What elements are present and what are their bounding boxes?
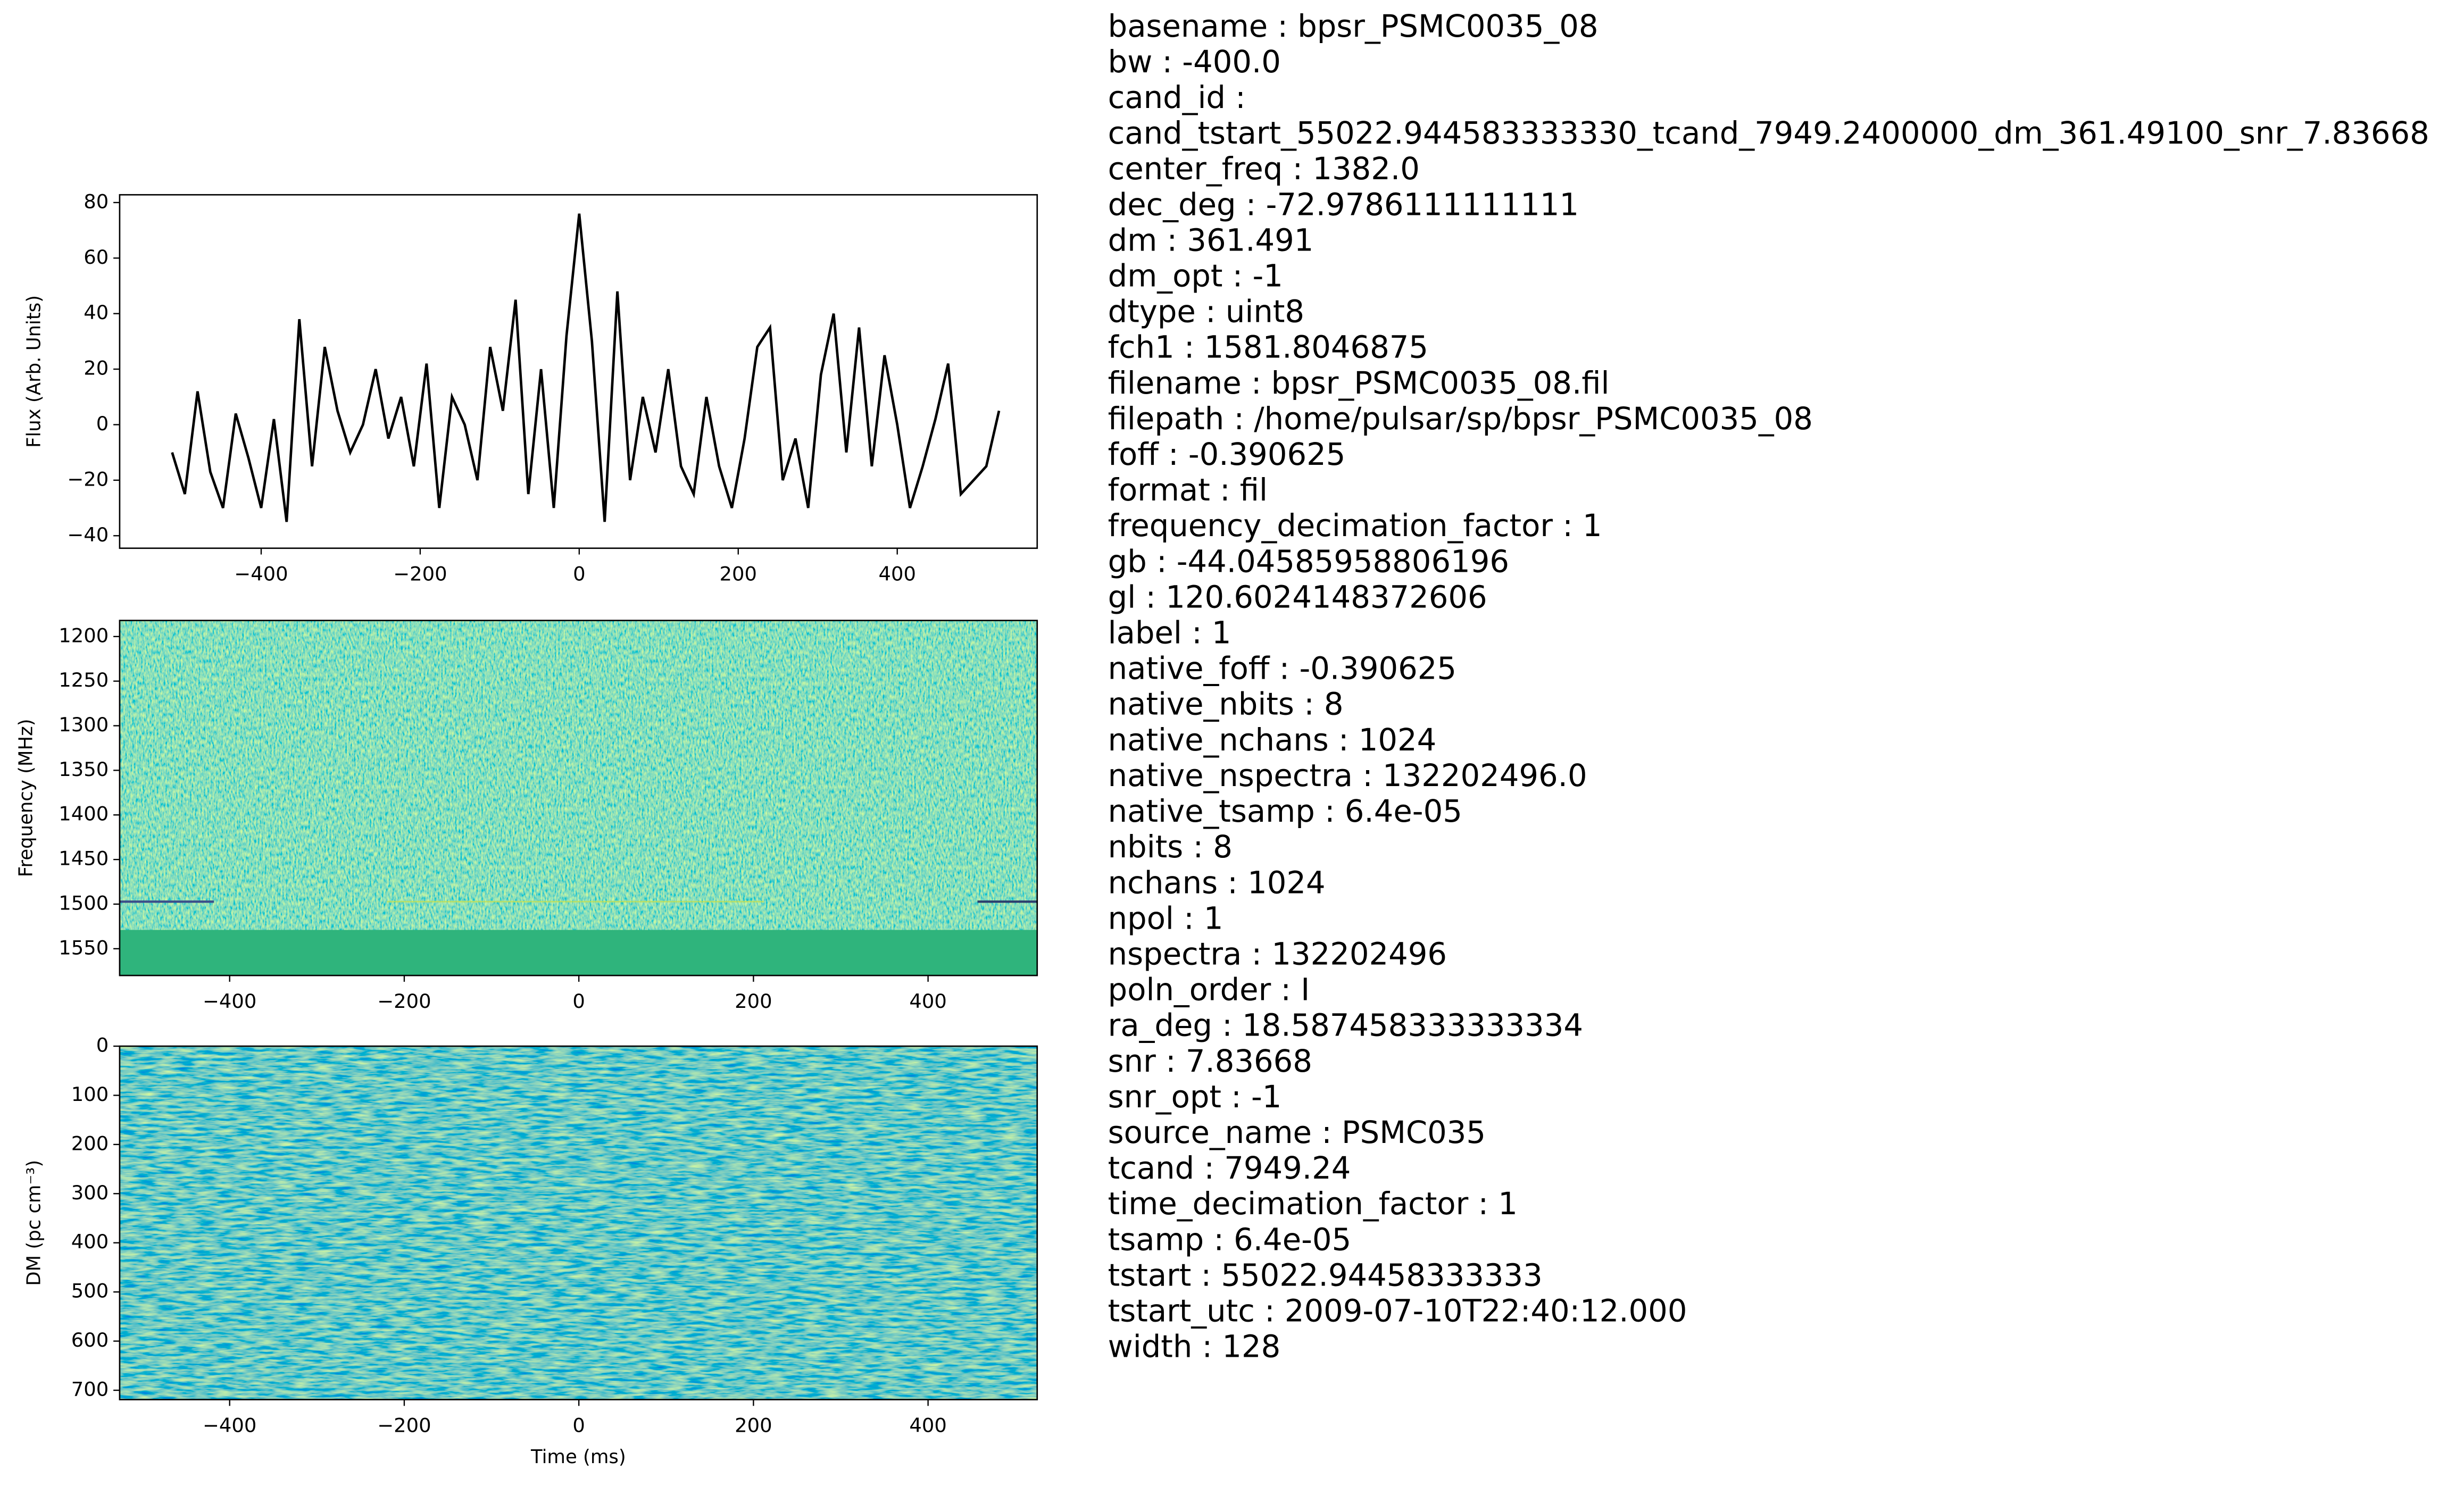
y-tick-label: 1250: [59, 669, 109, 691]
x-axis-label: Time (ms): [530, 1446, 626, 1468]
x-tick-label: 400: [909, 990, 946, 1013]
metadata-line: foff : -0.390625: [1108, 437, 1346, 472]
heatmap-image: [119, 1046, 1037, 1400]
y-tick-label: 40: [84, 301, 109, 324]
x-tick-label: 200: [735, 990, 772, 1013]
metadata-line: poln_order : I: [1108, 972, 1310, 1008]
metadata-line: tcand : 7949.24: [1108, 1150, 1351, 1186]
metadata-line: label : 1: [1108, 615, 1231, 651]
y-tick-label: 0: [96, 1034, 109, 1057]
y-tick-label: 1400: [59, 803, 109, 825]
y-tick-label: 20: [84, 357, 109, 380]
y-tick-label: 1450: [59, 847, 109, 870]
y-tick-label: 1300: [59, 713, 109, 736]
metadata-line: basename : bpsr_PSMC0035_08: [1108, 9, 1599, 44]
metadata-line: dm : 361.491: [1108, 222, 1314, 258]
metadata-line: gl : 120.6024148372606: [1108, 579, 1487, 615]
metadata-line: nspectra : 132202496: [1108, 936, 1447, 972]
y-axis-label: Frequency (MHz): [15, 719, 37, 877]
y-tick-label: 700: [71, 1378, 109, 1400]
y-axis-label: DM (pc cm⁻³): [23, 1160, 45, 1286]
metadata-line: gb : -44.04585958806196: [1108, 544, 1509, 579]
y-tick-label: 1550: [59, 936, 109, 959]
metadata-line: tsamp : 6.4e-05: [1108, 1222, 1352, 1257]
metadata-line: dec_deg : -72.9786111111111: [1108, 187, 1579, 222]
metadata-line: snr : 7.83668: [1108, 1043, 1312, 1079]
y-tick-label: 1200: [59, 624, 109, 647]
y-tick-label: 80: [84, 190, 109, 213]
metadata-line: dtype : uint8: [1108, 294, 1304, 330]
y-tick-label: 1350: [59, 758, 109, 781]
metadata-line: native_nspectra : 132202496.0: [1108, 758, 1587, 794]
metadata-line: nbits : 8: [1108, 829, 1233, 865]
y-tick-label: 400: [71, 1230, 109, 1253]
metadata-line: npol : 1: [1108, 900, 1223, 936]
y-tick-label: 100: [71, 1083, 109, 1106]
metadata-line: format : fil: [1108, 472, 1268, 508]
axes-frame: [119, 194, 1038, 549]
x-tick-label: −400: [234, 562, 288, 585]
y-tick-label: −40: [67, 523, 109, 546]
x-tick-label: 200: [735, 1414, 772, 1437]
metadata-line: native_tsamp : 6.4e-05: [1108, 794, 1462, 829]
metadata-line: center_freq : 1382.0: [1108, 151, 1420, 187]
heatmap-flat-band: [119, 930, 1037, 976]
y-tick-label: 300: [71, 1181, 109, 1204]
heatmap-image: [119, 620, 1037, 976]
x-tick-label: −200: [377, 1414, 431, 1437]
metadata-line: native_nbits : 8: [1108, 687, 1344, 722]
metadata-line: nchans : 1024: [1108, 865, 1326, 900]
metadata-line: fch1 : 1581.8046875: [1108, 330, 1428, 365]
metadata-line: bw : -400.0: [1108, 44, 1281, 80]
x-tick-label: −400: [203, 1414, 256, 1437]
metadata-line: snr_opt : -1: [1108, 1079, 1282, 1115]
metadata-line: tstart : 55022.94458333333: [1108, 1257, 1543, 1293]
metadata-line: dm_opt : -1: [1108, 258, 1283, 294]
y-tick-label: 0: [96, 412, 109, 435]
metadata-line: native_foff : -0.390625: [1108, 651, 1456, 687]
x-tick-label: 200: [720, 562, 757, 585]
y-tick-label: 1500: [59, 891, 109, 914]
y-tick-label: 500: [71, 1280, 109, 1303]
y-axis-label: Flux (Arb. Units): [23, 295, 45, 448]
y-tick-label: −20: [67, 467, 109, 490]
metadata-line: cand_tstart_55022.944583333330_tcand_794…: [1108, 115, 2429, 151]
x-tick-label: 400: [878, 562, 915, 585]
metadata-line: width : 128: [1108, 1329, 1281, 1365]
y-tick-label: 600: [71, 1329, 109, 1351]
metadata-line: filepath : /home/pulsar/sp/bpsr_PSMC0035…: [1108, 401, 1813, 437]
metadata-line: native_nchans : 1024: [1108, 722, 1437, 758]
metadata-line: frequency_decimation_factor : 1: [1108, 508, 1602, 544]
x-tick-label: −200: [377, 990, 431, 1013]
metadata-line: time_decimation_factor : 1: [1108, 1186, 1518, 1222]
y-tick-label: 200: [71, 1132, 109, 1155]
x-tick-label: 0: [573, 562, 585, 585]
flux-line: [171, 213, 1001, 522]
x-tick-label: 0: [572, 990, 585, 1013]
metadata-line: tstart_utc : 2009-07-10T22:40:12.000: [1108, 1293, 1687, 1329]
x-tick-label: −400: [203, 990, 256, 1013]
x-tick-label: 400: [909, 1414, 946, 1437]
metadata-line: source_name : PSMC035: [1108, 1115, 1486, 1150]
metadata-line: cand_id :: [1108, 80, 1246, 115]
y-tick-label: 60: [84, 246, 109, 269]
x-tick-label: 0: [572, 1414, 585, 1437]
metadata-line: filename : bpsr_PSMC0035_08.fil: [1108, 365, 1610, 401]
metadata-line: ra_deg : 18.587458333333334: [1108, 1008, 1583, 1043]
x-tick-label: −200: [393, 562, 447, 585]
